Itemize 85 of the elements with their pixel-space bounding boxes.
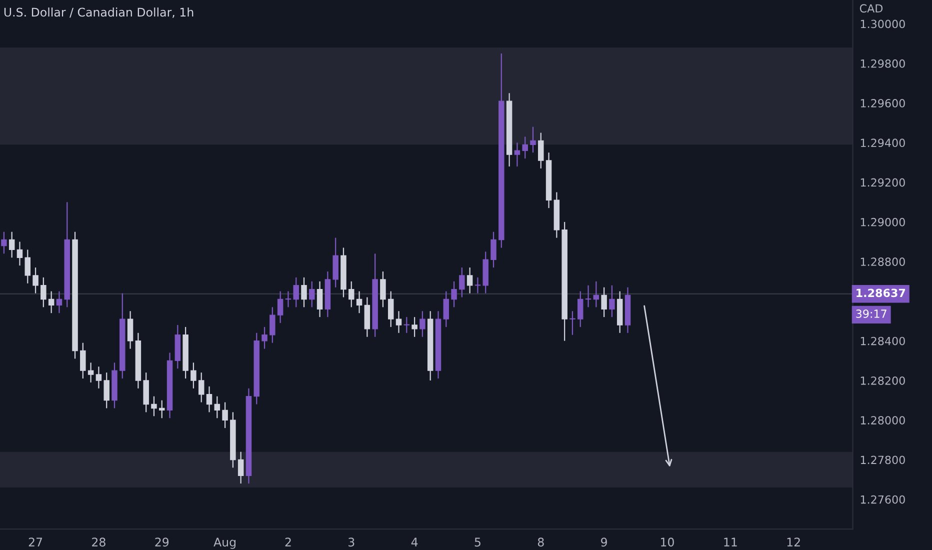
candlestick [214, 396, 220, 419]
candlestick [466, 266, 473, 294]
candlestick [474, 276, 481, 294]
candlestick [40, 276, 46, 308]
candlestick [262, 326, 268, 350]
candlestick [1, 231, 7, 254]
candlestick [32, 266, 38, 294]
candlestick [285, 290, 292, 308]
y-tick-label: 1.29800 [860, 59, 905, 68]
candlestick [601, 286, 607, 318]
candlestick [530, 126, 536, 154]
candlestick [206, 386, 212, 413]
candlestick [88, 362, 94, 384]
y-tick-label: 1.28800 [860, 258, 905, 266]
candlestick [238, 451, 244, 484]
candlestick [514, 142, 520, 168]
candlestick [316, 280, 323, 318]
y-tick-label: 1.29600 [860, 99, 905, 108]
y-tick-label: 1.28200 [860, 376, 905, 385]
candlestick [16, 241, 23, 266]
x-tick-label: 2 [285, 538, 291, 546]
x-tick-label: 12 [787, 538, 800, 546]
y-tick-label: 1.29200 [860, 178, 905, 187]
x-tick-label: 8 [538, 538, 544, 547]
y-tick-label: 1.29400 [860, 138, 905, 148]
candlestick [143, 372, 149, 413]
candlestick [56, 290, 62, 314]
x-tick-label: 9 [601, 538, 607, 547]
candlestick [151, 396, 157, 417]
candlestick [332, 237, 338, 288]
y-tick-label: 1.29000 [860, 218, 905, 226]
x-tick-label: 11 [724, 538, 737, 546]
y-tick-label: 1.28400 [860, 336, 905, 346]
candlestick [190, 362, 196, 389]
y-tick-label: 1.28000 [860, 416, 905, 424]
candlestick [301, 276, 307, 308]
candlestick [198, 372, 204, 403]
candlestick [158, 400, 165, 419]
candlestick [364, 296, 370, 338]
text: 39:17 [856, 310, 886, 318]
candlestick [380, 270, 386, 308]
candlestick [585, 284, 592, 308]
y-tick-label: 1.30000 [860, 20, 905, 28]
candlestick [309, 280, 315, 308]
y-tick-label: 1.27600 [860, 495, 905, 504]
x-tick-label: Aug [214, 538, 236, 549]
candlestick [96, 366, 102, 389]
candlestick [420, 310, 426, 338]
x-tick-label: 10 [661, 538, 674, 547]
candlestick [577, 290, 584, 328]
candlestick [443, 290, 450, 328]
candlestick [104, 372, 110, 409]
candlestick [388, 290, 394, 328]
candlestick [593, 280, 600, 308]
x-tick-label: 28 [92, 538, 106, 547]
candlestick [8, 231, 15, 258]
candlestick [538, 132, 544, 169]
x-tick-label: 5 [474, 538, 480, 547]
x-tick-label: 4 [411, 538, 418, 546]
x-tick-label: 3 [348, 538, 354, 547]
candlestick [459, 266, 465, 298]
x-tick-label: 29 [155, 538, 169, 547]
candlestick [412, 316, 418, 338]
candlestick [356, 290, 362, 314]
candlestick [270, 306, 276, 344]
y-axis-title: CAD [860, 4, 883, 13]
candlestick [348, 280, 354, 308]
candlestick [522, 136, 528, 160]
candlestick [490, 231, 496, 268]
candlestick [451, 280, 457, 308]
candlestick [127, 310, 134, 350]
text: U.S. Dollar / Canadian Dollar, 1h [4, 8, 194, 18]
x-tick-label: 27 [28, 538, 42, 546]
y-tick-label: 1.27800 [860, 456, 905, 464]
candlestick [222, 402, 228, 429]
ref-line-label: 1.28637 [856, 288, 906, 298]
candlestick [396, 310, 402, 334]
candlestick [404, 316, 410, 334]
candlestick [48, 290, 54, 314]
candlestick [293, 276, 299, 308]
candlestick [24, 249, 31, 284]
candlestick [80, 342, 86, 380]
candlestick [277, 290, 284, 324]
candlestick [609, 284, 615, 318]
candlestick [570, 310, 576, 336]
